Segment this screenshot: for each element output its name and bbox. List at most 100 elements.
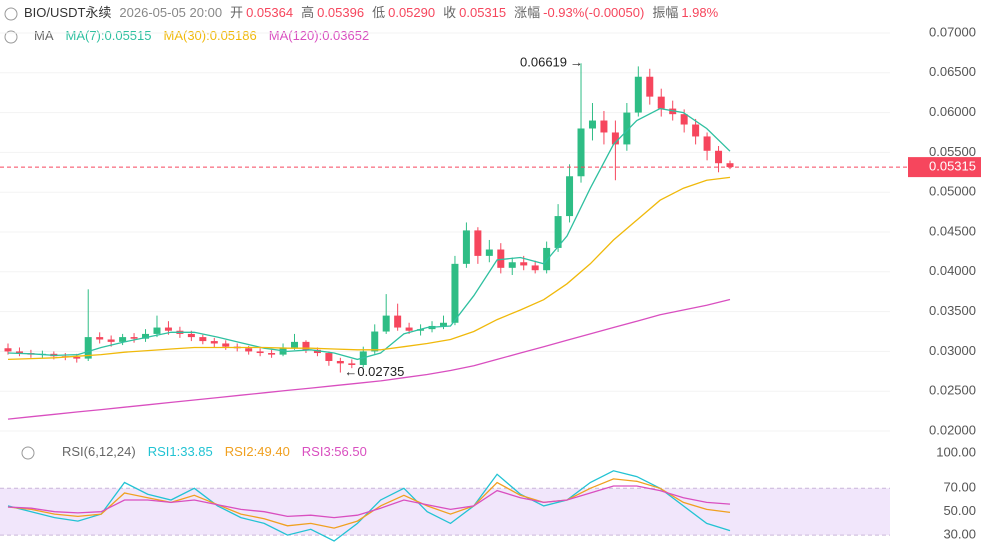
candle-body [325, 353, 333, 361]
field-label: 收 [443, 5, 456, 20]
header: BIO/USDT永续 2026-05-05 20:00 开 0.05364 高 0.053… [4, 5, 719, 21]
last-price-label: 0.05315 [929, 159, 976, 174]
candle-body [107, 339, 115, 342]
candle-body [164, 327, 172, 331]
candle-body [4, 348, 12, 352]
field-value: -0.93%(-0.00050) [543, 5, 644, 20]
candle-body [382, 315, 390, 332]
series-line [7, 176, 731, 361]
candle-body [588, 120, 596, 129]
candle-body [348, 363, 356, 365]
candle-body [566, 176, 574, 217]
candle-body [371, 331, 379, 352]
candle-body [646, 76, 654, 97]
candle-body [634, 76, 642, 113]
low-annotation: 0.02735 [357, 364, 404, 379]
y-tick-label: 0.02500 [929, 383, 976, 398]
field-label: 开 [230, 5, 243, 20]
field-label: 涨幅 [514, 5, 540, 20]
legend-entry: RSI1:33.85 [148, 444, 213, 459]
legend-entry: RSI2:49.40 [225, 444, 290, 459]
y-tick-label: 0.05000 [929, 184, 976, 199]
candle-body [96, 337, 104, 340]
y-tick-label: 70.00 [943, 480, 976, 495]
candle-body [508, 262, 516, 268]
symbol: BIO/USDT永续 [24, 5, 111, 20]
y-tick-label: 100.00 [936, 445, 976, 460]
field-label: 振幅 [652, 5, 678, 20]
candle-body [611, 132, 619, 145]
y-tick-label: 0.02000 [929, 422, 976, 437]
candle-body [142, 333, 150, 339]
field-value: 0.05290 [388, 5, 435, 20]
candle-body [600, 120, 608, 133]
candle-body [199, 337, 207, 342]
header-text: BIO/USDT永续 2026-05-05 20:00 开 0.05364 高 0.053… [24, 5, 719, 20]
field-value: 1.98% [681, 5, 718, 20]
y-tick-label: 0.05500 [929, 144, 976, 159]
candle-body [336, 360, 344, 364]
candle-body [543, 247, 551, 271]
candle-body [692, 124, 700, 137]
y-tick-label: 0.04500 [929, 223, 976, 238]
arrow: → [570, 55, 583, 70]
collapse-icon[interactable] [4, 7, 18, 21]
candle-body [84, 337, 92, 359]
candle-body [405, 327, 413, 331]
candle-body [119, 337, 127, 342]
candle-body [210, 341, 218, 344]
candle-body [394, 315, 402, 328]
candle-body [291, 341, 299, 348]
y-tick-label: 0.03500 [929, 303, 976, 318]
candle-body [222, 343, 230, 347]
series-line [7, 485, 731, 519]
candle-body [439, 322, 447, 326]
high-annotation: 0.06619 [520, 55, 567, 70]
candle-body [497, 249, 505, 268]
series-line [7, 107, 731, 361]
candle-body [623, 112, 631, 145]
series-line [7, 478, 731, 529]
rsi-legend: RSI(6,12,24) RSI1:33.85 RSI2:49.40 RSI3:56.… [62, 444, 367, 459]
candle-body [153, 327, 161, 334]
candle-body [531, 265, 539, 271]
candle-body [187, 333, 195, 338]
collapse-icon[interactable] [21, 446, 35, 460]
candle-body [554, 216, 562, 248]
y-tick-label: 0.03000 [929, 343, 976, 358]
ma-legend: MA MA(7):0.05515 MA(30):0.05186 MA(120):0.0… [34, 28, 369, 43]
candle-body [130, 337, 138, 339]
y-tick-label: 0.06000 [929, 104, 976, 119]
y-tick-label: 0.06500 [929, 64, 976, 79]
field-value: 0.05315 [459, 5, 506, 20]
candle-body [474, 230, 482, 256]
legend-entry: RSI3:56.50 [302, 444, 367, 459]
legend-entry: MA(30):0.05186 [164, 28, 257, 43]
candle-body [245, 348, 253, 352]
candle-body [680, 114, 688, 125]
arrow: ← [344, 364, 357, 379]
candle-body [462, 230, 470, 264]
candle-body [313, 349, 321, 354]
candle-body [657, 96, 665, 109]
indicator-name: RSI(6,12,24) [62, 444, 136, 459]
candle-body [256, 351, 264, 354]
candle-body [715, 150, 723, 164]
candle-body [268, 353, 276, 355]
field-value: 0.05396 [317, 5, 364, 20]
series-line [7, 298, 731, 420]
y-tick-label: 0.04000 [929, 263, 976, 278]
collapse-icon[interactable] [4, 30, 18, 44]
candle-body [451, 263, 459, 323]
legend-entry: MA(7):0.05515 [66, 28, 152, 43]
candle-body [15, 351, 23, 354]
candle-body [726, 163, 734, 168]
candle-body [520, 262, 528, 266]
field-value: 0.05364 [246, 5, 293, 20]
candle-body [703, 136, 711, 151]
candle-body [485, 249, 493, 256]
time: 2026-05-05 20:00 [119, 5, 222, 20]
candle-body [302, 341, 310, 350]
candle-body [577, 128, 585, 177]
